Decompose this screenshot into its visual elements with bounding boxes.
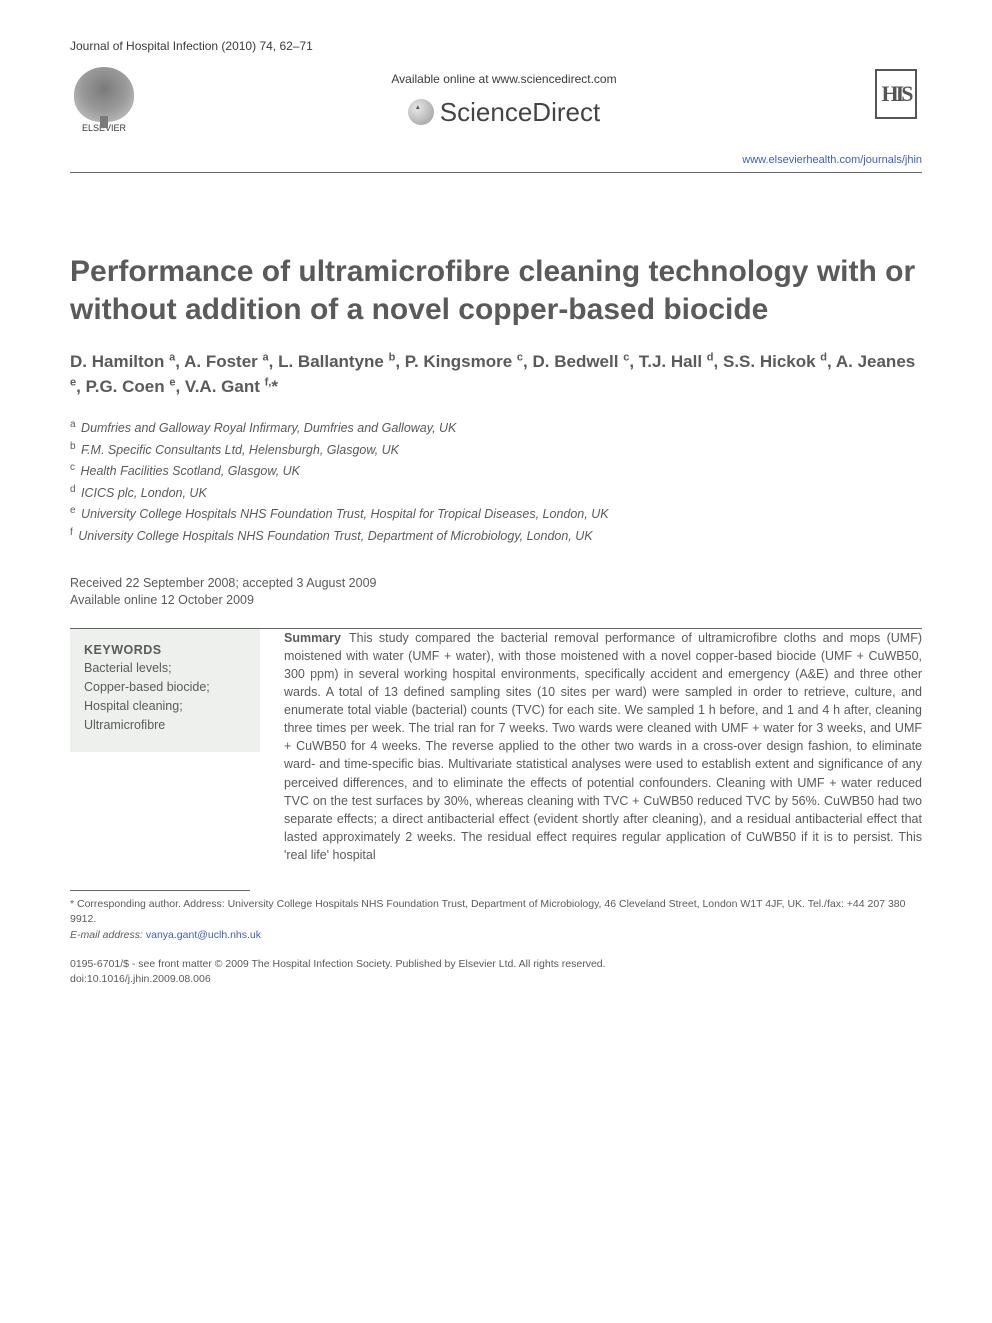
elsevier-logo: ELSEVIER	[70, 60, 138, 140]
affiliation-item: d ICICS plc, London, UK	[70, 482, 922, 504]
availability-text: Available online at www.sciencedirect.co…	[138, 71, 870, 87]
sciencedirect-label: ScienceDirect	[440, 95, 600, 130]
branding-row: ELSEVIER Available online at www.science…	[70, 60, 922, 140]
received-accepted-date: Received 22 September 2008; accepted 3 A…	[70, 575, 922, 593]
keyword-item: Copper-based biocide;	[84, 678, 246, 697]
keyword-item: Hospital cleaning;	[84, 697, 246, 716]
author-list: D. Hamilton a, A. Foster a, L. Ballantyn…	[70, 350, 922, 399]
affiliation-item: f University College Hospitals NHS Found…	[70, 525, 922, 547]
keywords-heading: KEYWORDS	[84, 641, 246, 660]
keyword-item: Ultramicrofibre	[84, 716, 246, 735]
keywords-list: Bacterial levels;Copper-based biocide;Ho…	[84, 659, 246, 734]
affiliation-item: b F.M. Specific Consultants Ltd, Helensb…	[70, 439, 922, 461]
copyright-block: 0195-6701/$ - see front matter © 2009 Th…	[70, 957, 922, 987]
sciencedirect-icon	[408, 99, 434, 125]
article-title: Performance of ultramicrofibre cleaning …	[70, 253, 922, 328]
email-label: E-mail address:	[70, 929, 143, 941]
summary-body: This study compared the bacterial remova…	[284, 631, 922, 863]
header-rule	[70, 172, 922, 173]
email-line: E-mail address: vanya.gant@uclh.nhs.uk	[70, 928, 922, 943]
footnotes: * Corresponding author. Address: Univers…	[70, 897, 922, 943]
summary-lead: Summary	[284, 631, 341, 645]
affiliation-item: a Dumfries and Galloway Royal Infirmary,…	[70, 417, 922, 439]
keyword-item: Bacterial levels;	[84, 659, 246, 678]
article-dates: Received 22 September 2008; accepted 3 A…	[70, 575, 922, 610]
footnote-rule	[70, 890, 250, 891]
affiliation-item: c Health Facilities Scotland, Glasgow, U…	[70, 460, 922, 482]
journal-url-link[interactable]: www.elsevierhealth.com/journals/jhin	[742, 154, 922, 166]
affiliation-item: e University College Hospitals NHS Found…	[70, 503, 922, 525]
keywords-box: KEYWORDS Bacterial levels;Copper-based b…	[70, 629, 260, 753]
email-link[interactable]: vanya.gant@uclh.nhs.uk	[146, 929, 261, 941]
journal-link-row: www.elsevierhealth.com/journals/jhin	[70, 150, 922, 168]
online-date: Available online 12 October 2009	[70, 592, 922, 610]
affiliation-list: a Dumfries and Galloway Royal Infirmary,…	[70, 417, 922, 546]
header-row: Journal of Hospital Infection (2010) 74,…	[70, 38, 922, 54]
journal-reference: Journal of Hospital Infection (2010) 74,…	[70, 38, 313, 54]
copyright-line: 0195-6701/$ - see front matter © 2009 Th…	[70, 957, 922, 972]
sciencedirect-logo: ScienceDirect	[408, 95, 600, 130]
elsevier-tree-icon	[74, 67, 134, 122]
doi-line: doi:10.1016/j.jhin.2009.08.006	[70, 972, 922, 987]
his-mark-icon: HIS	[875, 69, 917, 119]
summary-block: SummaryThis study compared the bacterial…	[284, 629, 922, 865]
his-logo: HIS	[870, 69, 922, 131]
center-branding: Available online at www.sciencedirect.co…	[138, 71, 870, 130]
content-row: KEYWORDS Bacterial levels;Copper-based b…	[70, 629, 922, 865]
corresponding-author: * Corresponding author. Address: Univers…	[70, 897, 922, 927]
